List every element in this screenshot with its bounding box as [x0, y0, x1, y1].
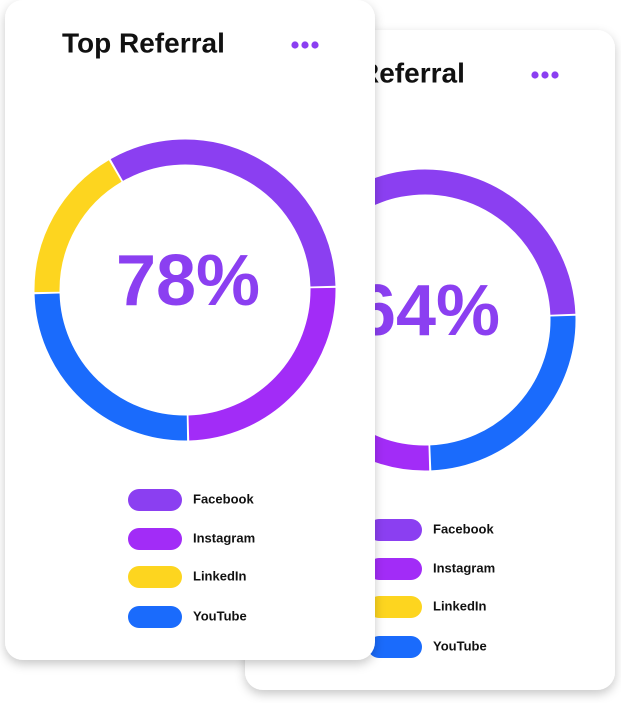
legend-label: YouTube — [193, 608, 247, 623]
dot — [531, 71, 539, 79]
dot — [541, 71, 549, 79]
legend-label: Facebook — [433, 521, 494, 536]
dot — [551, 71, 559, 79]
legend-label: Instagram — [433, 560, 495, 575]
center-label: 64% — [356, 271, 500, 351]
more-button[interactable] — [291, 41, 319, 49]
donut-segment — [34, 160, 122, 293]
legend-swatch — [128, 489, 182, 511]
card-title: Top Referral — [62, 27, 225, 58]
donut-segment — [34, 293, 188, 441]
dot — [301, 41, 309, 49]
legend-swatch — [128, 528, 182, 550]
legend-label: LinkedIn — [433, 598, 487, 613]
legend-swatch — [368, 558, 422, 580]
legend-swatch — [368, 636, 422, 658]
more-button[interactable] — [531, 71, 559, 79]
legend-label: LinkedIn — [193, 568, 247, 583]
donut-segment — [110, 139, 336, 287]
card-background — [5, 0, 375, 660]
center-label: 78% — [116, 241, 260, 321]
donut-segment — [188, 287, 336, 441]
donut-segment — [430, 315, 576, 471]
card: Top Referral 78% Facebook Instagram LinkedIn… — [5, 0, 375, 660]
legend-swatch — [368, 519, 422, 541]
legend-label: YouTube — [433, 638, 487, 653]
legend-swatch — [128, 566, 182, 588]
legend-label: Facebook — [193, 491, 254, 506]
dot — [311, 41, 319, 49]
legend-swatch — [128, 606, 182, 628]
legend-swatch — [368, 596, 422, 618]
dot — [291, 41, 299, 49]
legend-label: Instagram — [193, 530, 255, 545]
